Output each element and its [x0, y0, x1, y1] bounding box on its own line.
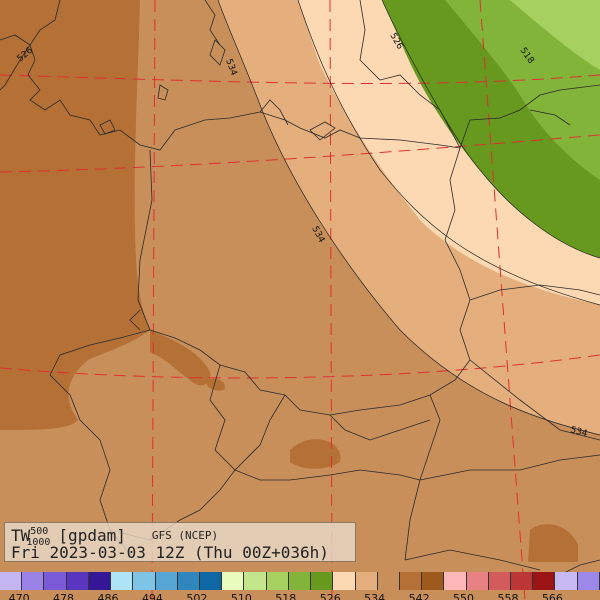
- colorbar-swatch: [155, 572, 178, 590]
- colorbar-label: 566: [541, 592, 563, 600]
- colorbar-swatch: [355, 572, 378, 590]
- band-542-550-west: [0, 0, 150, 430]
- variable-unit: [gpdam]: [58, 526, 126, 545]
- colorbar-swatch: [333, 572, 356, 590]
- colorbar-labels: 470 478 486 494 502 510 518 526 534 542 550 558 566: [0, 590, 600, 600]
- band-542-550-patch: [528, 524, 578, 562]
- colorbar-label: 478: [53, 592, 75, 600]
- title-box: TW5001000 [gpdam] GFS (NCEP) Fri 2023-03-0…: [4, 522, 356, 562]
- contours: [217, 0, 600, 436]
- colorbar-label: 558: [497, 592, 519, 600]
- variable-sup: 500: [30, 526, 49, 537]
- colorbar-swatch: [111, 572, 134, 590]
- title-variable: TW5001000 [gpdam] GFS (NCEP): [11, 526, 219, 548]
- colorbar-swatch: [422, 572, 445, 590]
- colorbar-swatch: [377, 572, 400, 590]
- colorbar-swatch: [88, 572, 112, 590]
- model-name: GFS (NCEP): [151, 529, 219, 542]
- colorbar-label: 518: [275, 592, 297, 600]
- band-542-550-patch: [290, 439, 341, 469]
- colorbar-swatch: [511, 572, 534, 590]
- colorbar-swatch: [66, 572, 89, 590]
- colorbar-swatch: [133, 572, 156, 590]
- borders: [0, 0, 600, 576]
- colorbar-label: 502: [186, 592, 208, 600]
- colorbar-swatch: [222, 572, 245, 590]
- colorbar-swatch: [311, 572, 334, 590]
- colorbar: [0, 572, 600, 590]
- colorbar-swatch: [177, 572, 200, 590]
- colorbar-label: 534: [364, 592, 386, 600]
- colorbar-swatch: [444, 572, 467, 590]
- colorbar-swatch: [22, 572, 45, 590]
- colorbar-label: 470: [8, 592, 30, 600]
- colorbar-swatch: [288, 572, 312, 590]
- colorbar-label: 542: [408, 592, 430, 600]
- colorbar-label: 486: [97, 592, 119, 600]
- band-542-550-patch: [150, 330, 211, 386]
- variable-sub: 1000: [26, 537, 51, 548]
- colorbar-swatch: [0, 572, 23, 590]
- contour-label: 534: [569, 425, 588, 439]
- colorbar-label: 550: [453, 592, 475, 600]
- colorbar-swatch: [577, 572, 600, 590]
- colorbar-swatch: [533, 572, 556, 590]
- colorbar-swatch: [44, 572, 67, 590]
- colorbar-label: 494: [141, 592, 163, 600]
- band-542-550-patch: [205, 378, 225, 391]
- colorbar-swatch: [466, 572, 489, 590]
- colorbar-label: 510: [230, 592, 252, 600]
- colorbar-swatch: [555, 572, 578, 590]
- colorbar-swatch: [244, 572, 267, 590]
- colorbar-swatch: [488, 572, 512, 590]
- valid-time: Fri 2023-03-03 12Z (Thu 00Z+036h): [11, 543, 329, 562]
- colorbar-swatch: [199, 572, 223, 590]
- colorbar-swatch: [266, 572, 289, 590]
- variable-name: TW: [11, 526, 31, 545]
- band-494-502: [510, 0, 600, 70]
- colorbar-label: 526: [319, 592, 341, 600]
- colorbar-swatch: [399, 572, 423, 590]
